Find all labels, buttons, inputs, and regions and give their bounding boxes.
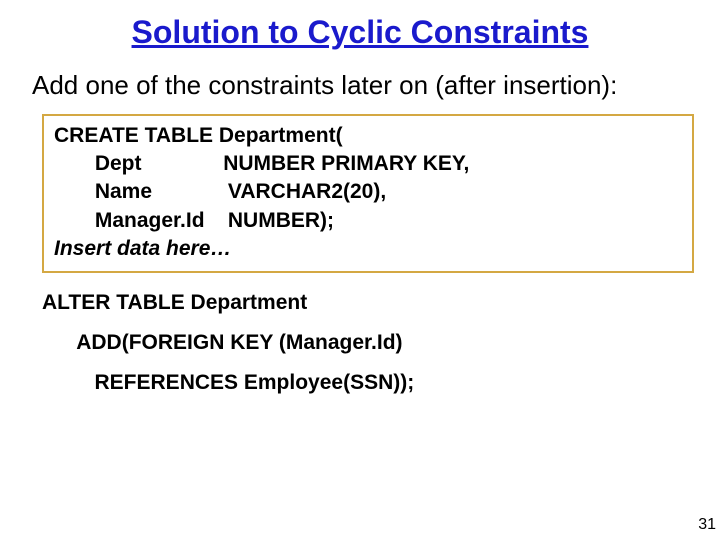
code-line: CREATE TABLE Department( bbox=[54, 122, 682, 150]
code-line: Dept NUMBER PRIMARY KEY, bbox=[54, 150, 682, 178]
sql-create-box: CREATE TABLE Department( Dept NUMBER PRI… bbox=[42, 114, 694, 274]
sql-alter-block: ALTER TABLE Department ADD(FOREIGN KEY (… bbox=[42, 283, 694, 403]
code-line: REFERENCES Employee(SSN)); bbox=[42, 363, 694, 403]
page-number: 31 bbox=[698, 516, 716, 534]
slide-title: Solution to Cyclic Constraints bbox=[0, 0, 720, 51]
slide-subtitle: Add one of the constraints later on (aft… bbox=[0, 51, 720, 108]
code-line: ALTER TABLE Department bbox=[42, 283, 694, 323]
code-comment: Insert data here… bbox=[54, 235, 682, 263]
code-line: ADD(FOREIGN KEY (Manager.Id) bbox=[42, 323, 694, 363]
code-line: Manager.Id NUMBER); bbox=[54, 207, 682, 235]
code-line: Name VARCHAR2(20), bbox=[54, 178, 682, 206]
